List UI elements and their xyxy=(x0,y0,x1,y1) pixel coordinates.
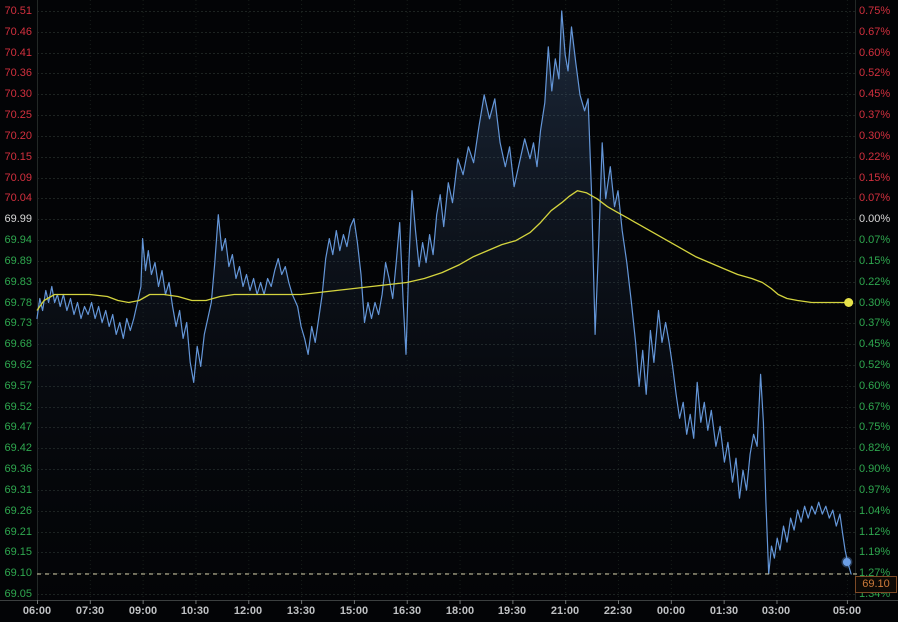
time-axis-label: 16:30 xyxy=(392,605,422,617)
percent-axis-label: 0.22% xyxy=(859,276,891,288)
time-axis-label: 21:00 xyxy=(550,605,580,617)
time-axis-label: 03:00 xyxy=(761,605,791,617)
percent-axis-label: 0.82% xyxy=(859,442,891,454)
price-axis-label: 70.30 xyxy=(4,88,32,100)
average-last-dot xyxy=(844,298,854,307)
price-axis-label: 70.36 xyxy=(4,67,32,79)
time-axis-label: 00:00 xyxy=(656,605,686,617)
price-last-dot xyxy=(842,558,851,567)
price-axis-label: 69.36 xyxy=(4,463,32,475)
price-axis-label: 69.94 xyxy=(4,234,32,246)
percent-axis-label: 0.22% xyxy=(859,151,891,163)
time-axis-label: 05:00 xyxy=(832,605,862,617)
time-axis-label: 19:30 xyxy=(497,605,527,617)
price-axis-label: 69.99 xyxy=(4,213,32,225)
price-axis-label: 69.26 xyxy=(4,505,32,517)
percent-axis-label: 0.15% xyxy=(859,172,891,184)
percent-axis-label: 0.30% xyxy=(859,297,891,309)
percent-axis-label: 0.60% xyxy=(859,380,891,392)
percent-axis-label: 0.60% xyxy=(859,47,891,59)
time-axis-label: 13:30 xyxy=(286,605,316,617)
time-axis-label: 22:30 xyxy=(603,605,633,617)
percent-axis-label: 0.37% xyxy=(859,109,891,121)
price-axis-label: 70.46 xyxy=(4,26,32,38)
price-axis-label: 69.73 xyxy=(4,317,32,329)
price-axis-label: 70.04 xyxy=(4,192,32,204)
percent-axis-label: 0.45% xyxy=(859,338,891,350)
time-axis-label: 12:00 xyxy=(233,605,263,617)
price-axis-label: 69.83 xyxy=(4,276,32,288)
percent-axis-label: 1.04% xyxy=(859,505,891,517)
price-axis-label: 69.47 xyxy=(4,421,32,433)
percent-axis-label: 0.97% xyxy=(859,484,891,496)
price-axis-label: 69.10 xyxy=(4,567,32,579)
price-line xyxy=(36,10,852,575)
percent-axis-label: 0.75% xyxy=(859,5,891,17)
percent-axis-label: 0.90% xyxy=(859,463,891,475)
percent-axis-label: 0.52% xyxy=(859,359,891,371)
price-axis-label: 70.09 xyxy=(4,172,32,184)
price-axis-label: 69.68 xyxy=(4,338,32,350)
percent-axis-label: 0.67% xyxy=(859,401,891,413)
percent-axis-label: 0.30% xyxy=(859,130,891,142)
price-axis-label: 69.21 xyxy=(4,526,32,538)
percent-axis-label: 0.00% xyxy=(859,213,891,225)
percent-axis-label: 0.67% xyxy=(859,26,891,38)
time-axis-label: 07:30 xyxy=(75,605,105,617)
price-axis-label: 69.15 xyxy=(4,546,32,558)
price-axis-label: 69.42 xyxy=(4,442,32,454)
price-axis-label: 70.25 xyxy=(4,109,32,121)
time-axis-label: 18:00 xyxy=(445,605,475,617)
time-axis-label: 09:00 xyxy=(128,605,158,617)
last-price-tag: 69.10 xyxy=(855,576,897,593)
price-axis-label: 69.05 xyxy=(4,588,32,600)
price-axis-label: 69.78 xyxy=(4,297,32,309)
percent-axis-label: 1.19% xyxy=(859,546,891,558)
price-axis-label: 69.57 xyxy=(4,380,32,392)
percent-axis-label: 0.37% xyxy=(859,317,891,329)
price-axis-label: 69.62 xyxy=(4,359,32,371)
percent-axis-label: 0.15% xyxy=(859,255,891,267)
time-axis-label: 06:00 xyxy=(22,605,52,617)
time-axis-label: 10:30 xyxy=(180,605,210,617)
price-axis-label: 70.51 xyxy=(4,5,32,17)
price-axis-label: 70.41 xyxy=(4,47,32,59)
time-axis-label: 15:00 xyxy=(339,605,369,617)
percent-axis-label: 0.07% xyxy=(859,234,891,246)
price-axis-label: 69.89 xyxy=(4,255,32,267)
percent-axis-label: 0.45% xyxy=(859,88,891,100)
percent-axis-label: 0.52% xyxy=(859,67,891,79)
price-axis-label: 69.31 xyxy=(4,484,32,496)
price-area-fill xyxy=(37,11,852,600)
percent-axis-label: 1.12% xyxy=(859,526,891,538)
price-axis-label: 70.20 xyxy=(4,130,32,142)
price-axis-label: 70.15 xyxy=(4,151,32,163)
price-axis-label: 69.52 xyxy=(4,401,32,413)
percent-axis-label: 0.07% xyxy=(859,192,891,204)
average-line xyxy=(36,190,849,311)
time-axis-label: 01:30 xyxy=(709,605,739,617)
percent-axis-label: 0.75% xyxy=(859,421,891,433)
